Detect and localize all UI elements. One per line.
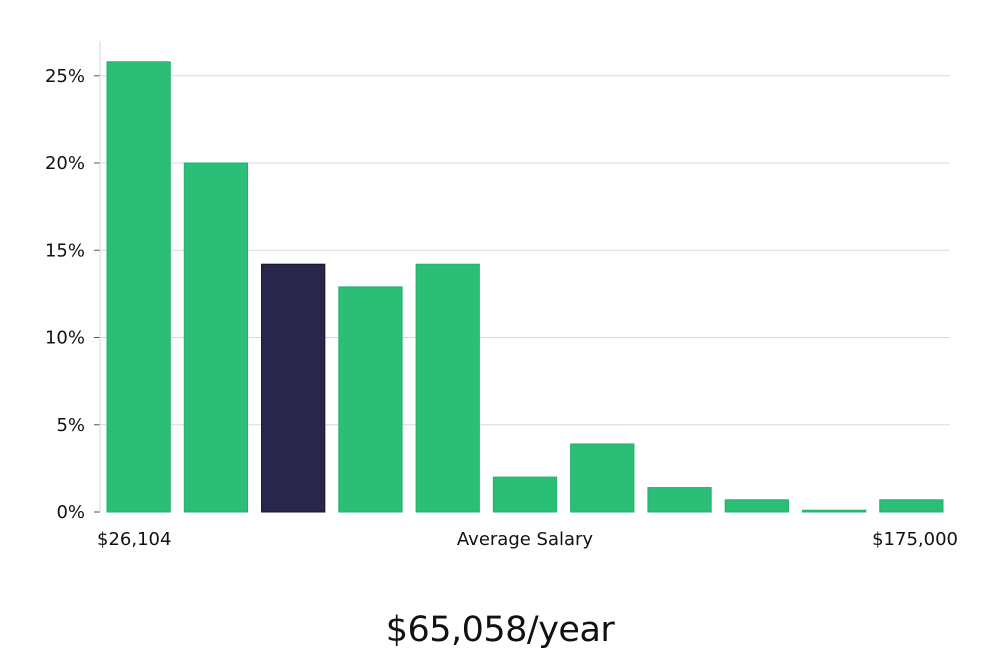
bar xyxy=(647,487,712,513)
y-tick-label: 10% xyxy=(45,328,85,349)
salary-histogram: 0% 5% 10% 15% 20% 25% xyxy=(45,40,950,523)
x-axis-min-label: $26,104 xyxy=(97,529,172,550)
y-tick-label: 15% xyxy=(45,240,85,261)
bar xyxy=(724,499,789,513)
bar xyxy=(415,263,480,513)
bar xyxy=(879,499,944,513)
x-axis-title: Average Salary xyxy=(456,529,594,550)
bars xyxy=(106,61,944,513)
bar xyxy=(492,476,558,513)
y-tick-label: 5% xyxy=(56,415,85,436)
bar-highlighted xyxy=(261,263,326,513)
bar xyxy=(183,162,249,513)
bar xyxy=(570,443,635,513)
bar xyxy=(338,286,403,513)
x-axis-max-label: $175,000 xyxy=(872,529,958,550)
y-tick-label: 25% xyxy=(45,66,85,87)
bar xyxy=(801,509,867,513)
bar xyxy=(106,61,171,513)
average-salary-value: $65,058/year xyxy=(385,610,615,650)
y-axis-ticks: 0% 5% 10% 15% 20% 25% xyxy=(45,66,100,523)
y-tick-label: 20% xyxy=(45,153,85,174)
y-tick-label: 0% xyxy=(56,502,85,523)
